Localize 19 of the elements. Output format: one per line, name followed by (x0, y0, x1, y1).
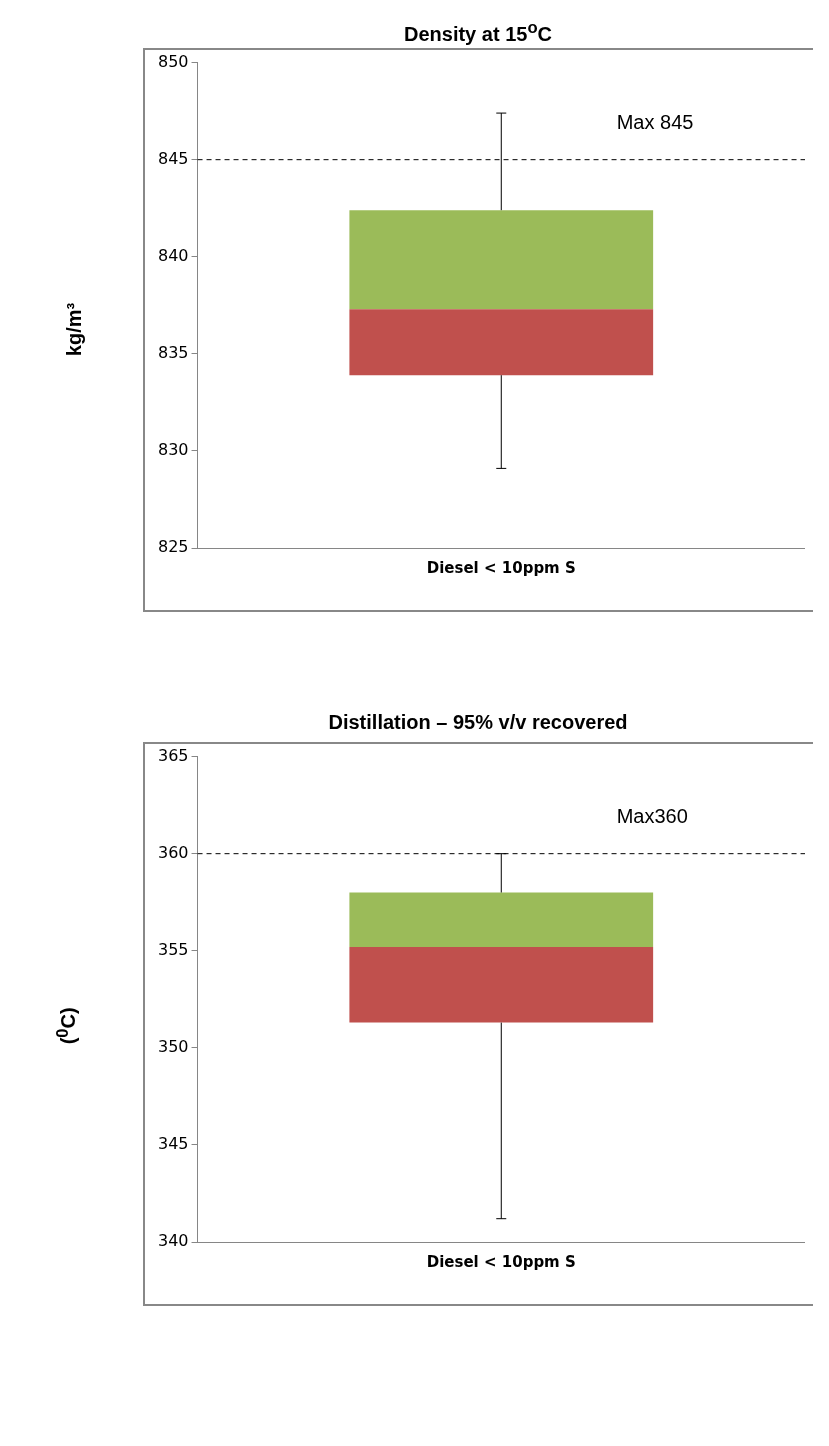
y-tick-label: 365 (157, 745, 189, 765)
y-tick-label: 835 (157, 343, 189, 362)
y-tick-label: 845 (157, 148, 189, 168)
y-tick-label: 850 (157, 51, 189, 71)
x-tick-label: Diesel < 10ppm S (426, 558, 576, 577)
y-tick-label: 350 (157, 1037, 189, 1056)
y-tick-label: 840 (157, 245, 189, 265)
y-axis-title: kg/m³ (63, 302, 87, 357)
y-tick-label: 360 (157, 842, 189, 862)
y-tick-label: 355 (157, 939, 189, 959)
y-tick-label: 345 (157, 1134, 189, 1154)
ref-line-label: Max 845 (616, 111, 694, 134)
chart-title: Distillation – 95% v/v recovered (327, 710, 629, 735)
y-tick-label: 830 (157, 440, 189, 460)
x-tick-label: Diesel < 10ppm S (426, 1252, 576, 1271)
y-tick-label: 825 (157, 537, 189, 557)
chart-title: Density at 15$^{o}$C (403, 17, 553, 47)
ref-line-label: Max360 (616, 805, 688, 828)
y-tick-label: 340 (157, 1231, 189, 1251)
